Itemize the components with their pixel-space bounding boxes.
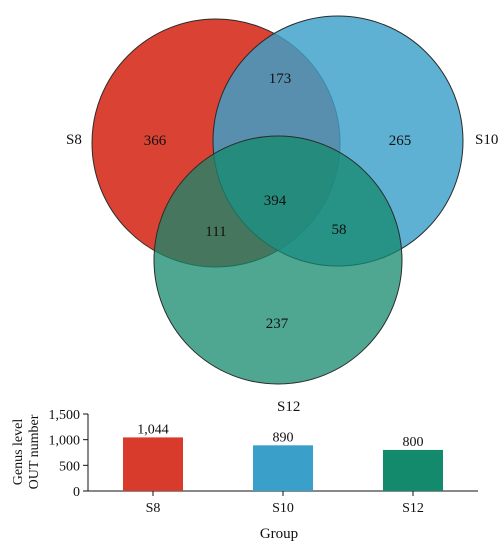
- bar-s12: [383, 449, 443, 491]
- bar-chart: 0 500 1,000 1,500 S8 S10 S12 1,044 890 800 Genu…: [11, 408, 478, 542]
- bar-s10: [253, 445, 313, 491]
- venn-count-s8-s12: 111: [205, 224, 226, 240]
- venn-count-s8-s10: 173: [269, 71, 292, 87]
- bar-value-label: 890: [273, 430, 294, 445]
- x-tick-label: S8: [146, 501, 161, 516]
- y-tick-label: 1,500: [49, 408, 81, 423]
- y-tick-label: 0: [73, 485, 80, 500]
- y-axis-title: Genus level OUT number: [11, 414, 42, 489]
- venn-circle-s12: [153, 135, 403, 385]
- y-tick-label: 1,000: [49, 434, 81, 449]
- venn-count-s8-only: 366: [144, 133, 167, 149]
- x-tick-label: S10: [272, 501, 294, 516]
- x-tick-label: S12: [402, 501, 424, 516]
- venn-diagram: S8 S10 S12 366 265 237 173 111 58 394: [66, 15, 498, 415]
- y-axis: 0 500 1,000 1,500: [49, 408, 89, 500]
- venn-count-s12-only: 237: [266, 316, 289, 332]
- y-axis-title-line: Genus level: [11, 419, 26, 486]
- venn-count-s10-only: 265: [389, 133, 412, 149]
- bar-value-label: 800: [403, 435, 424, 450]
- venn-count-all: 394: [264, 193, 287, 209]
- bar-s8: [123, 437, 183, 491]
- venn-set-label-s12: S12: [277, 399, 300, 415]
- y-tick-label: 500: [59, 459, 80, 474]
- bar-value-label: 1,044: [137, 422, 169, 437]
- venn-set-label-s10: S10: [475, 132, 498, 148]
- y-axis-title-line: OUT number: [27, 414, 42, 489]
- venn-set-label-s8: S8: [66, 132, 82, 148]
- bars: 1,044 890 800: [123, 422, 443, 491]
- x-axis-title: Group: [260, 526, 298, 542]
- venn-count-s10-s12: 58: [332, 222, 347, 238]
- x-axis: S8 S10 S12: [88, 490, 478, 516]
